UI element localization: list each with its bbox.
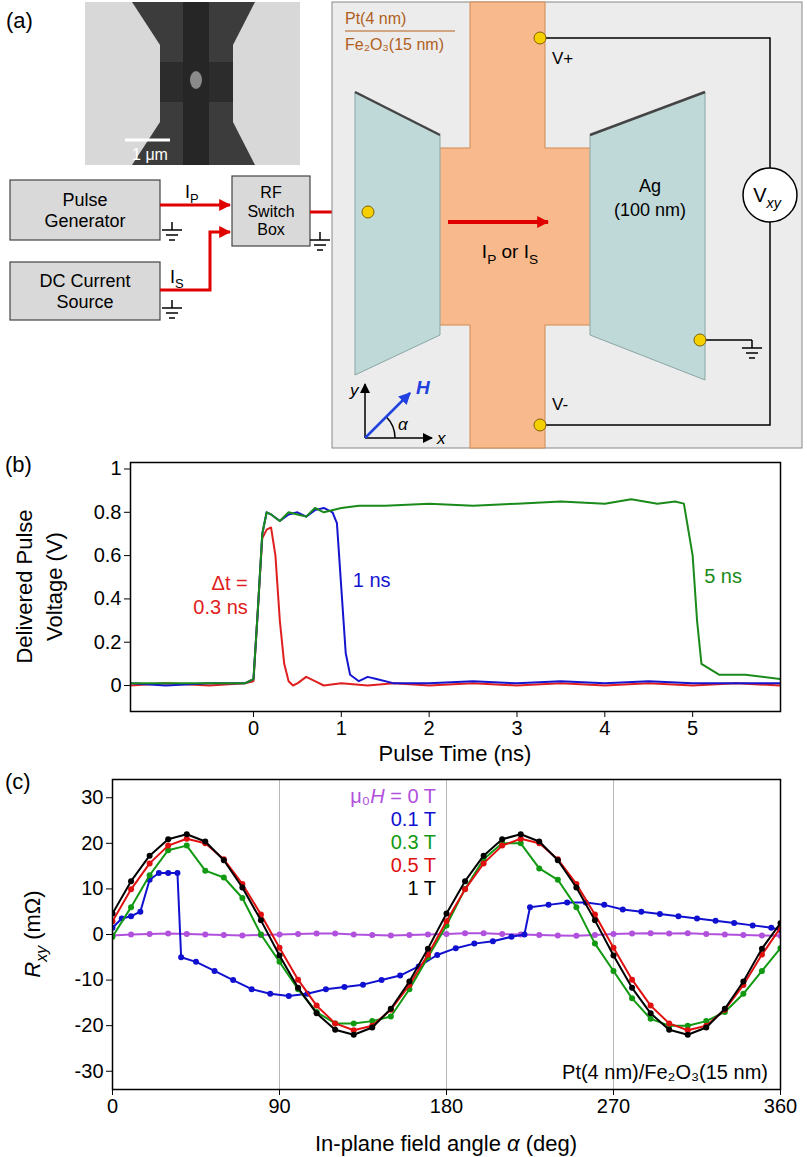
svg-text:Pt(4 nm)/Fe₂O₃(15 nm): Pt(4 nm)/Fe₂O₃(15 nm)	[562, 1061, 768, 1083]
svg-text:0.4: 0.4	[94, 587, 122, 609]
svg-text:0: 0	[110, 674, 121, 696]
svg-text:RF: RF	[260, 184, 282, 201]
svg-text:Source: Source	[56, 292, 113, 312]
svg-text:0: 0	[107, 1095, 118, 1117]
svg-text:DC Current: DC Current	[39, 271, 130, 291]
svg-text:H: H	[416, 377, 431, 398]
svg-text:Fe₂O₃(15 nm): Fe₂O₃(15 nm)	[345, 36, 444, 53]
svg-text:Δt =: Δt =	[212, 572, 248, 594]
svg-text:IP: IP	[185, 182, 199, 206]
svg-text:0: 0	[92, 923, 103, 945]
svg-text:360: 360	[764, 1095, 797, 1117]
svg-text:Vxy: Vxy	[753, 184, 782, 211]
svg-text:3: 3	[511, 717, 522, 739]
svg-text:20: 20	[81, 832, 103, 854]
svg-text:IS: IS	[170, 267, 184, 291]
svg-text:Delivered Pulse: Delivered Pulse	[12, 509, 37, 663]
svg-text:In-plane field angle α (deg): In-plane field angle α (deg)	[315, 1131, 577, 1156]
svg-text:Ag: Ag	[639, 176, 661, 196]
svg-text:(100 nm): (100 nm)	[614, 200, 686, 220]
svg-text:0.2: 0.2	[94, 631, 122, 653]
svg-text:0.6: 0.6	[94, 544, 122, 566]
svg-text:μ₀H = 0 T: μ₀H = 0 T	[350, 785, 436, 807]
svg-text:0.3 ns: 0.3 ns	[193, 596, 247, 618]
svg-text:0: 0	[248, 717, 259, 739]
svg-text:180: 180	[430, 1095, 463, 1117]
svg-text:0.3 T: 0.3 T	[391, 831, 436, 853]
svg-text:5: 5	[687, 717, 698, 739]
svg-text:(b): (b)	[5, 452, 32, 477]
svg-text:Pulse Time (ns): Pulse Time (ns)	[379, 741, 532, 766]
svg-text:1: 1	[336, 717, 347, 739]
svg-text:2: 2	[424, 717, 435, 739]
svg-text:0.1 T: 0.1 T	[391, 808, 436, 830]
svg-text:Pulse: Pulse	[62, 190, 107, 210]
svg-text:30: 30	[81, 786, 103, 808]
svg-text:-20: -20	[75, 1014, 104, 1036]
svg-text:x: x	[436, 429, 446, 448]
svg-text:Switch: Switch	[247, 203, 294, 220]
svg-text:90: 90	[268, 1095, 290, 1117]
svg-text:V-: V-	[552, 395, 568, 414]
svg-text:IP or IS: IP or IS	[482, 241, 538, 267]
svg-text:0.8: 0.8	[94, 501, 122, 523]
svg-text:(c): (c)	[5, 769, 31, 794]
svg-text:Rxy (mΩ): Rxy (mΩ)	[20, 890, 50, 977]
svg-text:V+: V+	[552, 49, 573, 68]
svg-text:1 T: 1 T	[407, 877, 436, 899]
svg-text:-30: -30	[75, 1060, 104, 1082]
svg-text:0.5 T: 0.5 T	[391, 854, 436, 876]
svg-text:1 ns: 1 ns	[353, 569, 391, 591]
svg-text:10: 10	[81, 877, 103, 899]
svg-text:-10: -10	[75, 968, 104, 990]
svg-text:α: α	[398, 415, 409, 434]
svg-text:Pt(4 nm): Pt(4 nm)	[345, 10, 406, 27]
svg-text:Generator: Generator	[44, 211, 125, 231]
svg-text:1 μm: 1 μm	[132, 146, 168, 163]
svg-text:Box: Box	[257, 221, 285, 238]
svg-text:(a): (a)	[6, 8, 33, 33]
svg-text:270: 270	[597, 1095, 630, 1117]
svg-text:Voltage (V): Voltage (V)	[42, 532, 67, 641]
svg-text:5 ns: 5 ns	[704, 565, 742, 587]
svg-text:1: 1	[110, 457, 121, 479]
svg-text:4: 4	[599, 717, 610, 739]
svg-text:y: y	[349, 381, 360, 400]
